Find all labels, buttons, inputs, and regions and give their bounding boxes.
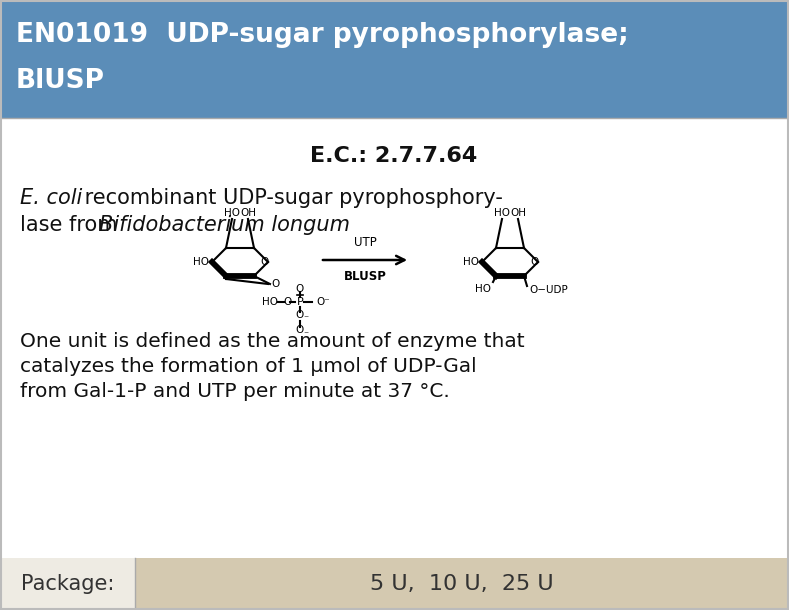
Bar: [0, 558, 789, 610]
Text: O: O: [296, 284, 304, 294]
Text: O: O: [531, 257, 539, 267]
Bar: [0, 558, 135, 610]
Text: 5 U,  10 U,  25 U: 5 U, 10 U, 25 U: [370, 574, 554, 594]
Text: UTP: UTP: [353, 236, 376, 249]
Text: O: O: [284, 297, 292, 307]
Text: O: O: [296, 310, 304, 320]
Text: O: O: [296, 325, 304, 335]
Text: P: P: [297, 297, 304, 307]
Text: O: O: [261, 257, 269, 267]
Text: HO: HO: [475, 284, 491, 294]
Text: BLUSP: BLUSP: [343, 270, 387, 283]
Text: HO: HO: [193, 257, 209, 267]
Text: OH: OH: [240, 208, 256, 218]
Text: E.C.: 2.7.7.64: E.C.: 2.7.7.64: [310, 146, 477, 166]
Text: O⁻: O⁻: [316, 297, 330, 307]
Text: O: O: [271, 279, 279, 289]
Text: HO: HO: [494, 208, 510, 218]
Text: recombinant UDP-sugar pyrophosphory-: recombinant UDP-sugar pyrophosphory-: [78, 188, 503, 208]
Text: ⁻: ⁻: [304, 314, 308, 324]
Text: BlUSP: BlUSP: [16, 68, 105, 94]
Text: HO: HO: [262, 297, 278, 307]
Text: OH: OH: [510, 208, 526, 218]
Text: lase from: lase from: [20, 215, 124, 235]
Text: from Gal-1-P and UTP per minute at 37 °C.: from Gal-1-P and UTP per minute at 37 °C…: [20, 382, 450, 401]
Text: ⁻: ⁻: [304, 330, 308, 340]
Text: One unit is defined as the amount of enzyme that: One unit is defined as the amount of enz…: [20, 332, 525, 351]
Text: Bifidobacterium longum: Bifidobacterium longum: [99, 215, 350, 235]
Text: O−UDP: O−UDP: [529, 285, 568, 295]
Text: E. coli: E. coli: [20, 188, 82, 208]
Text: catalyzes the formation of 1 μmol of UDP-Gal: catalyzes the formation of 1 μmol of UDP…: [20, 357, 477, 376]
Text: HO: HO: [224, 208, 240, 218]
Text: HO: HO: [463, 257, 479, 267]
Text: Package:: Package:: [21, 574, 114, 594]
Text: EN01019  UDP-sugar pyrophosphorylase;: EN01019 UDP-sugar pyrophosphorylase;: [16, 22, 629, 48]
Bar: [0, 0, 789, 118]
